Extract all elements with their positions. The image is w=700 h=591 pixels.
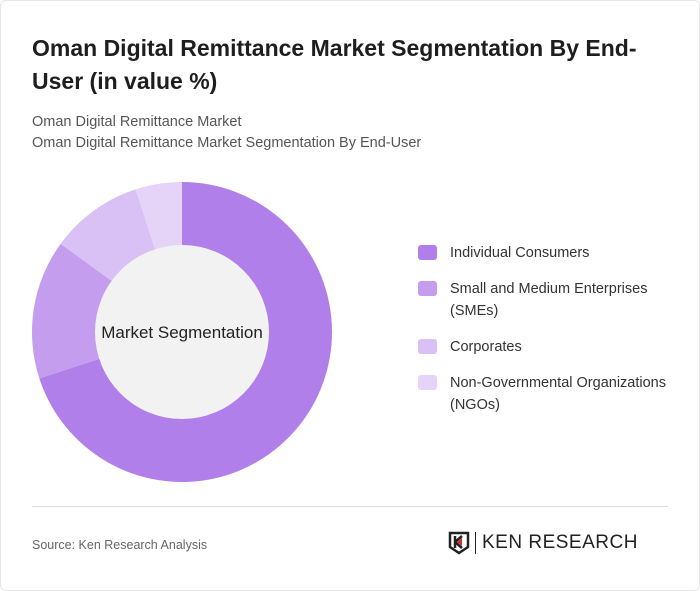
donut-hole — [95, 245, 269, 419]
chart-title: Oman Digital Remittance Market Segmentat… — [32, 35, 637, 94]
logo-text: KEN RESEARCH — [482, 532, 638, 553]
legend-swatch — [418, 339, 437, 354]
legend: Individual Consumers Small and Medium En… — [418, 242, 688, 430]
legend-item: Non-Governmental Organizations (NGOs) — [418, 372, 688, 416]
source-note: Source: Ken Research Analysis — [32, 538, 208, 552]
legend-label: Corporates — [450, 339, 522, 355]
legend-swatch — [418, 281, 437, 296]
legend-swatch — [418, 375, 437, 390]
legend-swatch — [418, 245, 437, 260]
legend-label: Small and Medium Enterprises (SMEs) — [450, 281, 648, 319]
legend-item: Corporates — [418, 336, 688, 358]
ken-research-logo: KEN RESEARCH — [448, 531, 638, 555]
legend-label: Individual Consumers — [450, 245, 590, 261]
center-label: Market Segmentation — [101, 323, 263, 342]
ken-logo-icon — [448, 531, 470, 555]
donut-chart: Market Segmentation — [32, 182, 332, 482]
subtitle-segmentation: Oman Digital Remittance Market Segmentat… — [32, 135, 422, 151]
legend-label: Non-Governmental Organizations (NGOs) — [450, 375, 666, 413]
legend-item: Small and Medium Enterprises (SMEs) — [418, 278, 688, 322]
divider — [32, 506, 668, 507]
legend-item: Individual Consumers — [418, 242, 688, 264]
subtitle-market: Oman Digital Remittance Market — [32, 114, 242, 130]
logo-separator — [475, 532, 476, 554]
